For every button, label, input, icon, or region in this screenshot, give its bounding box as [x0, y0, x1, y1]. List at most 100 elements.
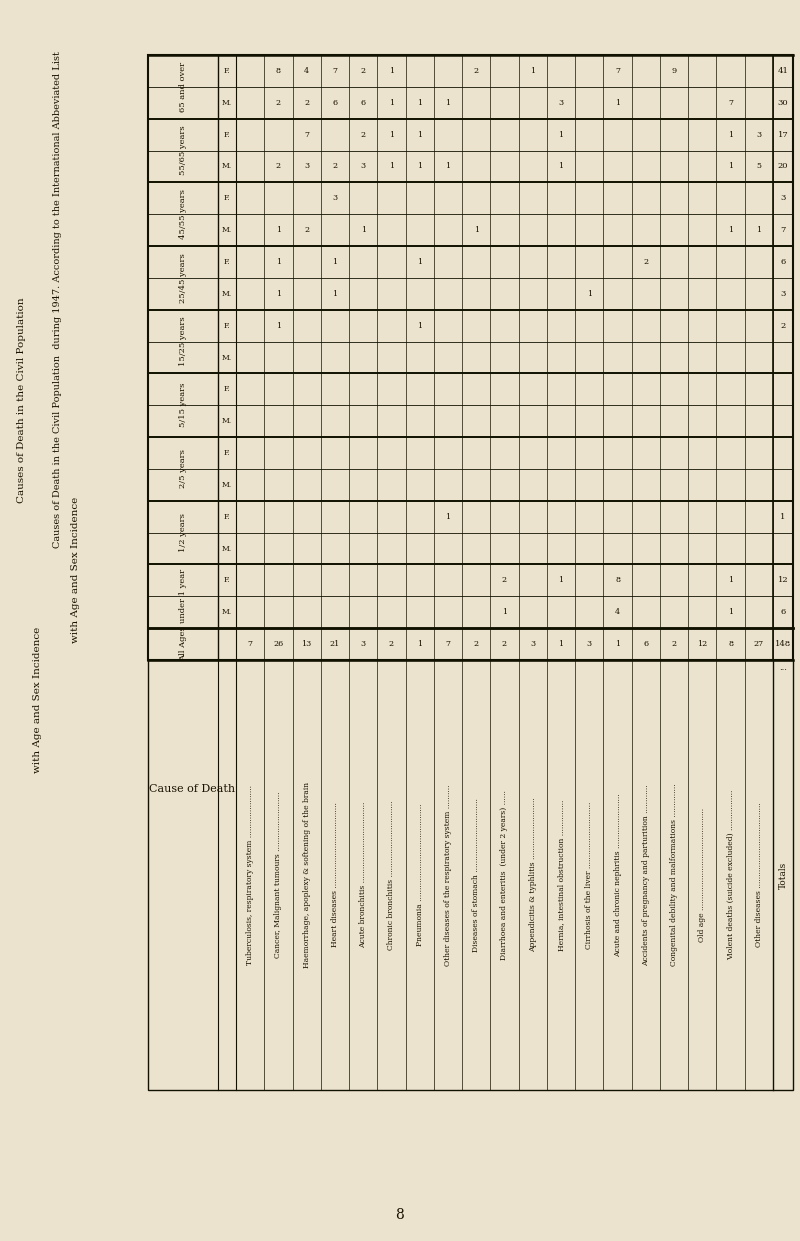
Text: 21: 21 — [330, 640, 340, 648]
Text: M.: M. — [222, 608, 232, 617]
Text: 13: 13 — [302, 640, 312, 648]
Text: 1: 1 — [389, 130, 394, 139]
Text: Tuberculosis, respiratory system ......................: Tuberculosis, respiratory system .......… — [246, 786, 254, 965]
Text: 2: 2 — [780, 321, 786, 330]
Text: 1: 1 — [276, 290, 281, 298]
Text: M.: M. — [222, 163, 232, 170]
Text: 148: 148 — [775, 640, 791, 648]
Text: 2: 2 — [304, 99, 310, 107]
Text: 41: 41 — [778, 67, 789, 74]
Text: 2: 2 — [474, 67, 478, 74]
Text: M.: M. — [222, 99, 232, 107]
Text: 7: 7 — [304, 130, 309, 139]
Text: 1: 1 — [389, 163, 394, 170]
Text: 1: 1 — [474, 226, 478, 235]
Text: Other diseases of the respiratory system ..........: Other diseases of the respiratory system… — [444, 784, 452, 965]
Text: Diarrhoea and enteritis  (under 2 years) ......: Diarrhoea and enteritis (under 2 years) … — [501, 791, 509, 961]
Text: Causes of Death in the Civil Population  during 1947. According to the Internati: Causes of Death in the Civil Population … — [54, 52, 62, 549]
Text: F.: F. — [224, 195, 230, 202]
Text: 8: 8 — [396, 1207, 404, 1222]
Text: 2: 2 — [361, 130, 366, 139]
Text: 4: 4 — [304, 67, 310, 74]
Text: 3: 3 — [361, 640, 366, 648]
Text: Acute bronchitis ..................................: Acute bronchitis .......................… — [359, 802, 367, 948]
Text: F.: F. — [224, 258, 230, 266]
Text: Congenital debility and malformations ..............: Congenital debility and malformations ..… — [670, 783, 678, 967]
Text: M.: M. — [222, 480, 232, 489]
Text: Appendicitis & typhlitis ..........................: Appendicitis & typhlitis ...............… — [529, 798, 537, 952]
Text: 26: 26 — [274, 640, 283, 648]
Text: 1: 1 — [417, 99, 422, 107]
Text: 1: 1 — [558, 130, 563, 139]
Text: 1: 1 — [446, 163, 450, 170]
Text: Old age ...........................................: Old age ................................… — [698, 808, 706, 942]
Text: 1/2 years: 1/2 years — [179, 514, 187, 552]
Text: 2: 2 — [671, 640, 677, 648]
Text: 1: 1 — [361, 226, 366, 235]
Text: 30: 30 — [778, 99, 788, 107]
Text: M.: M. — [222, 290, 232, 298]
Text: under 1 year: under 1 year — [179, 570, 187, 623]
Text: 1: 1 — [586, 290, 592, 298]
Text: 5/15 years: 5/15 years — [179, 383, 187, 427]
Text: F.: F. — [224, 321, 230, 330]
Text: F.: F. — [224, 576, 230, 585]
Text: 1: 1 — [276, 321, 281, 330]
Text: 3: 3 — [530, 640, 535, 648]
Text: 65 and over: 65 and over — [179, 62, 187, 112]
Text: Other diseases ....................................: Other diseases .........................… — [755, 803, 763, 947]
Text: All Ages: All Ages — [179, 627, 187, 661]
Text: 45/55 years: 45/55 years — [179, 190, 187, 240]
Text: 1: 1 — [417, 258, 422, 266]
Text: 3: 3 — [304, 163, 310, 170]
Text: 8: 8 — [276, 67, 281, 74]
Text: 1: 1 — [530, 67, 535, 74]
Text: 1: 1 — [615, 640, 620, 648]
Text: 2: 2 — [361, 67, 366, 74]
Text: 12: 12 — [778, 576, 788, 585]
Text: 7: 7 — [728, 99, 733, 107]
Text: 4: 4 — [615, 608, 620, 617]
Text: 1: 1 — [417, 130, 422, 139]
Text: 6: 6 — [643, 640, 648, 648]
Text: 1: 1 — [558, 576, 563, 585]
Text: 2: 2 — [276, 99, 281, 107]
Text: Chronic bronchitis ................................: Chronic bronchitis .....................… — [387, 800, 395, 949]
Text: 25/45 years: 25/45 years — [179, 253, 187, 303]
Text: Acute and chronic nephritis .......................: Acute and chronic nephritis ............… — [614, 793, 622, 957]
Text: 7: 7 — [248, 640, 253, 648]
Text: 1: 1 — [446, 513, 450, 521]
Text: Cancer, Malignant tumours .........................: Cancer, Malignant tumours ..............… — [274, 792, 282, 958]
Text: 1: 1 — [389, 99, 394, 107]
Text: 6: 6 — [780, 258, 786, 266]
Text: 3: 3 — [361, 163, 366, 170]
Text: 2/5 years: 2/5 years — [179, 449, 187, 489]
Text: 8: 8 — [728, 640, 733, 648]
Text: 1: 1 — [502, 608, 507, 617]
Text: Cause of Death: Cause of Death — [149, 784, 235, 794]
Text: 2: 2 — [502, 576, 507, 585]
Text: F.: F. — [224, 386, 230, 393]
Bar — [148, 660, 793, 1090]
Text: M.: M. — [222, 354, 232, 361]
Text: 1: 1 — [417, 640, 422, 648]
Text: Causes of Death in the Civil Population: Causes of Death in the Civil Population — [18, 297, 26, 503]
Text: Violent deaths (suicide excluded) .................: Violent deaths (suicide excluded) ......… — [726, 789, 734, 961]
Text: 1: 1 — [728, 576, 733, 585]
Text: M.: M. — [222, 226, 232, 235]
Text: 2: 2 — [276, 163, 281, 170]
Text: Cirrhosis of the liver ............................: Cirrhosis of the liver .................… — [586, 802, 594, 948]
Text: 2: 2 — [332, 163, 338, 170]
Text: 3: 3 — [558, 99, 563, 107]
Text: 2: 2 — [643, 258, 648, 266]
Text: Accidents of pregnancy and parturition ............: Accidents of pregnancy and parturition .… — [642, 784, 650, 965]
Text: 2: 2 — [474, 640, 478, 648]
Text: 1: 1 — [780, 513, 786, 521]
Text: F.: F. — [224, 513, 230, 521]
Text: Heart diseases ....................................: Heart diseases .........................… — [331, 803, 339, 947]
Text: 2: 2 — [304, 226, 310, 235]
Text: 7: 7 — [446, 640, 450, 648]
Text: 6: 6 — [780, 608, 786, 617]
Text: 12: 12 — [698, 640, 707, 648]
Text: 1: 1 — [558, 640, 563, 648]
